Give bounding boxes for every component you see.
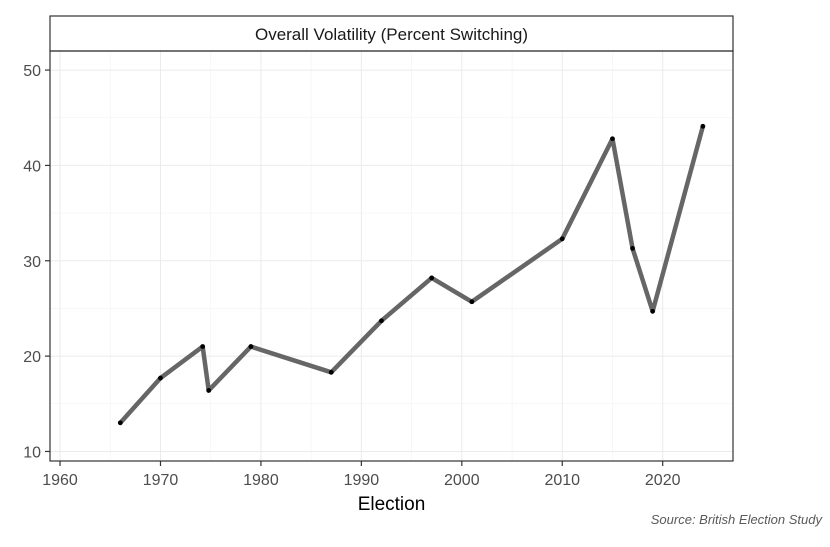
panel-background [50,51,733,461]
data-point [650,308,656,314]
y-tick-label: 30 [23,254,41,271]
x-tick-label: 2010 [544,472,580,489]
x-tick-label: 1970 [143,472,179,489]
series-line [118,124,706,426]
x-tick-label: 2000 [444,472,480,489]
data-point [429,275,435,281]
source-note: Source: British Election Study [650,512,822,527]
data-point [630,245,635,251]
data-point [200,344,206,349]
x-tick-label: 1960 [42,472,78,489]
x-tick-label: 2020 [645,472,681,489]
data-point [379,318,384,324]
data-point [206,388,212,393]
series-layer [117,123,706,426]
y-tick-label: 40 [23,158,41,175]
data-point [559,236,565,242]
y-tick-label: 10 [23,444,41,461]
x-tick-label: 1980 [243,472,279,489]
data-point [469,299,475,305]
data-point [328,369,334,375]
data-point [117,420,123,426]
panel-border [49,50,734,462]
grid [50,51,733,461]
x-tick-label: 1990 [344,472,380,489]
data-point [158,375,163,381]
data-point [610,136,615,142]
x-axis-title: Election [358,494,426,515]
axes: 1960 1970 1980 1990 2000 2010 2020 10 20 30 40 50 [23,63,680,489]
chart-title: Overall Volatility (Percent Switching) [255,25,528,44]
data-point [248,344,254,349]
y-tick-label: 50 [23,63,41,80]
data-point [700,123,706,129]
y-tick-label: 20 [23,349,41,366]
